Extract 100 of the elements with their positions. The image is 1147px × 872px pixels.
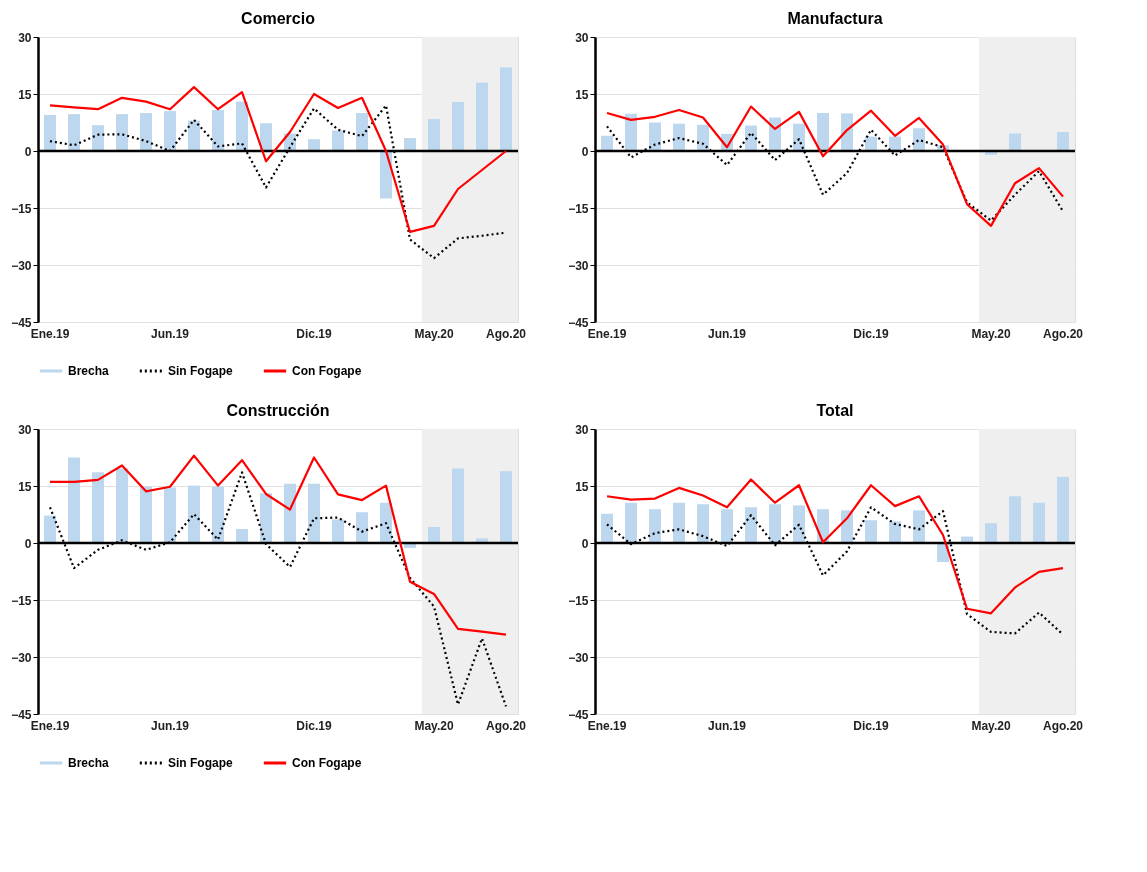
x-tick-label: Jun.19 <box>150 718 190 733</box>
bar <box>1009 496 1021 543</box>
legend-label: Con Fogape <box>292 364 362 378</box>
y-tick-label: −45 <box>11 315 32 330</box>
x-tick-label: Dic.19 <box>296 718 332 733</box>
bar <box>428 527 440 543</box>
chart-title: Construcción <box>226 402 330 419</box>
bar <box>913 510 925 543</box>
x-tick-label: May.20 <box>971 326 1011 341</box>
bar <box>1033 502 1045 543</box>
bar <box>1057 476 1069 543</box>
bar <box>428 119 440 151</box>
bar <box>212 109 224 151</box>
bar <box>601 135 613 151</box>
bar <box>356 512 368 543</box>
x-tick-label: Dic.19 <box>853 326 889 341</box>
bar <box>985 523 997 543</box>
bar <box>889 521 901 543</box>
bar <box>380 502 392 543</box>
legend-label: Sin Fogape <box>168 756 233 770</box>
bar <box>260 493 272 543</box>
y-tick-label: −15 <box>11 593 32 608</box>
y-tick-label: 15 <box>575 87 589 102</box>
legend-label: Brecha <box>68 756 110 770</box>
x-tick-label: Ago.20 <box>485 718 527 733</box>
line-series <box>605 105 1065 227</box>
bar <box>745 507 757 543</box>
x-tick-label: Jun.19 <box>707 718 747 733</box>
bar <box>649 122 661 151</box>
bar <box>44 114 56 151</box>
x-tick-label: May.20 <box>414 718 454 733</box>
bar <box>236 101 248 151</box>
bar <box>817 113 829 151</box>
bar <box>865 520 877 543</box>
y-tick-label: 15 <box>575 479 589 494</box>
bar <box>140 486 152 543</box>
bar <box>793 505 805 543</box>
x-tick-label: Ene.19 <box>30 718 70 733</box>
x-tick-label: Ene.19 <box>587 718 627 733</box>
bar <box>721 509 733 543</box>
bar <box>332 130 344 151</box>
bar <box>284 483 296 543</box>
bar <box>625 502 637 543</box>
x-tick-label: May.20 <box>414 326 454 341</box>
bar <box>500 67 512 151</box>
y-tick-label: −45 <box>568 707 589 722</box>
x-tick-label: Dic.19 <box>853 718 889 733</box>
bar <box>164 487 176 543</box>
bar <box>332 519 344 543</box>
y-tick-label: 30 <box>18 30 32 45</box>
bar <box>1009 133 1021 151</box>
bar <box>308 139 320 151</box>
bar <box>1057 132 1069 151</box>
line-series <box>48 86 508 234</box>
y-tick-label: −45 <box>568 315 589 330</box>
bar <box>44 515 56 543</box>
bar <box>92 472 104 543</box>
bar <box>188 485 200 543</box>
bar <box>452 101 464 151</box>
legend-label: Con Fogape <box>292 756 362 770</box>
y-tick-label: 0 <box>24 536 32 551</box>
x-tick-label: Ene.19 <box>587 326 627 341</box>
bar <box>68 114 80 151</box>
bar <box>164 111 176 151</box>
legend-label: Sin Fogape <box>168 364 233 378</box>
y-tick-label: 30 <box>575 30 589 45</box>
bar <box>404 138 416 151</box>
y-tick-label: −30 <box>568 258 589 273</box>
bar <box>793 123 805 151</box>
y-tick-label: −15 <box>11 201 32 216</box>
y-tick-label: −30 <box>11 650 32 665</box>
line-series <box>605 478 1065 615</box>
bar <box>625 113 637 151</box>
bar <box>260 123 272 151</box>
line-series <box>48 454 508 636</box>
chart-title: Manufactura <box>787 10 883 27</box>
y-tick-label: 15 <box>18 479 32 494</box>
bar <box>236 528 248 543</box>
bar <box>356 113 368 151</box>
y-tick-label: 30 <box>18 422 32 437</box>
legend-label: Brecha <box>68 364 110 378</box>
bar <box>673 502 685 543</box>
bar <box>92 125 104 151</box>
y-tick-label: −30 <box>568 650 589 665</box>
chart-title: Total <box>816 402 854 419</box>
y-tick-label: 0 <box>581 144 589 159</box>
bar <box>601 513 613 543</box>
bar <box>673 123 685 151</box>
bar <box>649 509 661 543</box>
y-tick-label: −30 <box>11 258 32 273</box>
y-tick-label: −45 <box>11 707 32 722</box>
bar <box>116 114 128 151</box>
bar <box>697 504 709 543</box>
x-tick-label: Ene.19 <box>30 326 70 341</box>
bar <box>452 468 464 543</box>
x-tick-label: Jun.19 <box>150 326 190 341</box>
bar <box>140 113 152 151</box>
bar <box>68 457 80 543</box>
bar <box>188 120 200 151</box>
y-tick-label: 0 <box>24 144 32 159</box>
